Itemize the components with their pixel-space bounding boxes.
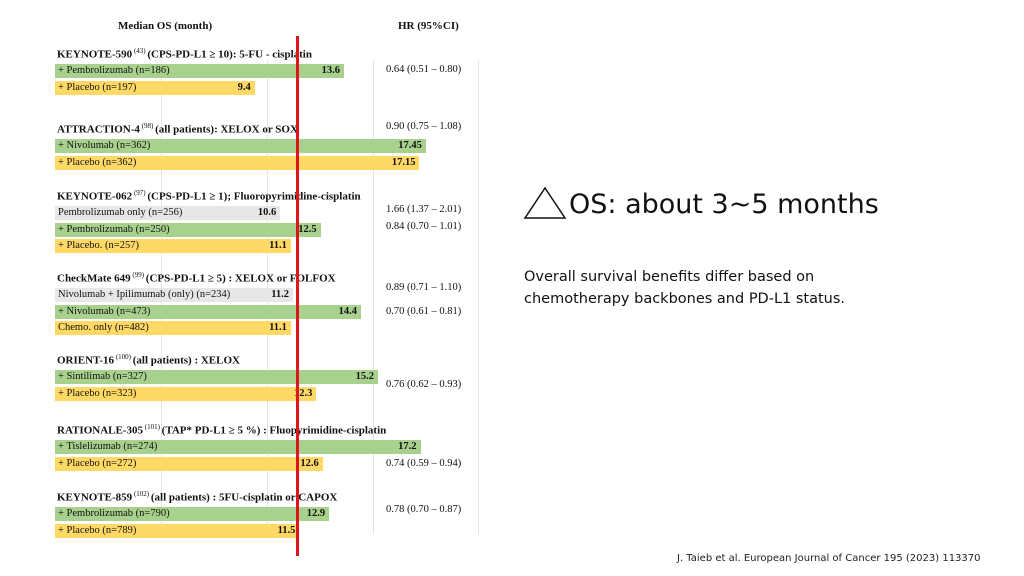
- bar-value: 12.5: [298, 223, 317, 235]
- hazard-ratio: 1.66 (1.37 – 2.01): [386, 204, 462, 215]
- trial-name: ORIENT-16: [57, 354, 115, 367]
- bar-label: + Placebo (n=789): [58, 524, 137, 536]
- hazard-ratio: 0.64 (0.51 – 0.80): [386, 64, 462, 75]
- bar-value: 17.45: [398, 140, 422, 151]
- bar-label: Nivolumab + Ipilimumab (only) (n=234): [58, 289, 231, 300]
- bar-value: 12.6: [300, 457, 319, 469]
- bar-label: + Pembrolizumab (n=790): [58, 508, 170, 519]
- trial-reference: (99): [130, 271, 146, 279]
- hazard-ratio: 0.70 (0.61 – 0.81): [386, 305, 462, 317]
- bar-other: Pembrolizumab only (n=256) 10.6: [55, 206, 281, 220]
- trial-description: (all patients) : XELOX: [132, 354, 240, 367]
- bar-value: 10.6: [257, 207, 277, 218]
- bar-value: 13.6: [321, 65, 340, 76]
- trial-title: KEYNOTE-062 (97) (CPS-PD-L1 ≥ 1); Fluoro…: [57, 189, 361, 203]
- bar-experimental: + Pembrolizumab (n=250) 12.5: [55, 222, 321, 237]
- hazard-ratio: 0.76 (0.62 – 0.93): [386, 379, 462, 391]
- bar-value: 12.3: [294, 387, 313, 399]
- bar-value: 11.1: [269, 322, 287, 333]
- bar-value: 11.1: [269, 240, 287, 251]
- bar-experimental: + Nivolumab (n=362) 17.45: [55, 139, 426, 153]
- bar-label: + Placebo (n=272): [58, 457, 137, 469]
- bar-value: 11.2: [271, 289, 289, 300]
- trial-description: (CPS-PD-L1 ≥ 1); Fluoropyrimidine-cispla…: [147, 190, 361, 203]
- bar-value: 11.5: [277, 524, 296, 536]
- bar-control: + Placebo (n=362) 17.15: [55, 155, 420, 170]
- bar-value: 17.15: [391, 156, 416, 168]
- trial-reference: (101): [142, 423, 162, 431]
- triangle-delta-icon: [523, 186, 567, 219]
- trial-reference: (43): [132, 47, 148, 55]
- hazard-ratio: 0.74 (0.59 – 0.94): [386, 457, 462, 469]
- bar-control: + Placebo (n=197) 9.4: [55, 80, 255, 95]
- trial-reference: (98): [139, 122, 156, 130]
- trial-description: (TAP* PD-L1 ≥ 5 %) : Fluopyrimidine-cisp…: [161, 424, 387, 437]
- bar-value: 14.4: [338, 305, 357, 317]
- bar-experimental: + Pembrolizumab (n=186) 13.6: [55, 64, 344, 78]
- bar-label: + Sintilimab (n=327): [58, 371, 147, 382]
- trial-name: ATTRACTION-4: [57, 123, 140, 136]
- headline: OS: about 3~5 months: [523, 186, 879, 220]
- bar-control: Chemo. only (n=482) 11.1: [55, 321, 291, 335]
- trial-name: KEYNOTE-859: [57, 491, 133, 504]
- bar-label: + Placebo (n=323): [58, 387, 137, 399]
- bar-label: Chemo. only (n=482): [58, 322, 149, 333]
- bar-control: + Placebo (n=272) 12.6: [55, 456, 323, 471]
- trial-title: ORIENT-16 (100) (all patients) : XELOX: [57, 353, 240, 367]
- bar-value: 12.9: [306, 508, 326, 519]
- reference-line: [295, 36, 299, 556]
- bar-label: + Placebo. (n=257): [58, 240, 139, 251]
- trial-reference: (97): [132, 189, 148, 197]
- citation: J. Taieb et al. European Journal of Canc…: [677, 553, 981, 564]
- median-os-chart: Median OS (month) HR (95%CI) KEYNOTE-590…: [0, 0, 500, 576]
- bar-label: + Pembrolizumab (n=250): [58, 223, 170, 235]
- trial-title: ATTRACTION-4 (98) (all patients): XELOX …: [57, 122, 298, 136]
- gridline: [478, 60, 479, 534]
- bar-value: 17.2: [398, 441, 417, 452]
- trial-reference: (100): [114, 353, 133, 361]
- bar-value: 9.4: [237, 81, 251, 93]
- bar-experimental: + Sintilimab (n=327) 15.2: [55, 370, 378, 384]
- bar-experimental: + Pembrolizumab (n=790) 12.9: [55, 507, 330, 521]
- hazard-ratio: 0.90 (0.75 – 1.08): [386, 121, 462, 132]
- trial-name: RATIONALE-305: [57, 424, 143, 437]
- trial-description: (CPS-PD-L1 ≥ 5) : XELOX or FOLFOX: [145, 272, 336, 285]
- trial-description: (CPS-PD-L1 ≥ 10): 5-FU - cisplatin: [147, 48, 312, 61]
- hazard-ratio: 0.89 (0.71 – 1.10): [386, 282, 462, 293]
- trial-name: CheckMate 649: [57, 272, 131, 285]
- headline-text: OS: about 3~5 months: [569, 189, 879, 220]
- trial-description: (all patients) : 5FU-cisplatin or CAPOX: [150, 491, 338, 504]
- trial-name: KEYNOTE-062: [57, 190, 133, 203]
- bar-label: + Placebo (n=197): [58, 81, 137, 93]
- bar-other: Nivolumab + Ipilimumab (only) (n=234) 11.…: [55, 288, 293, 302]
- bar-control: + Placebo (n=323) 12.3: [55, 386, 317, 401]
- trial-title: KEYNOTE-590 (43) (CPS-PD-L1 ≥ 10): 5-FU …: [57, 47, 312, 61]
- trial-reference: (102): [132, 490, 151, 498]
- bar-experimental: + Tislelizumab (n=274) 17.2: [55, 440, 421, 454]
- bar-experimental: + Nivolumab (n=473) 14.4: [55, 304, 361, 319]
- bar-label: + Pembrolizumab (n=186): [58, 65, 170, 76]
- trial-title: RATIONALE-305 (101) (TAP* PD-L1 ≥ 5 %) :…: [57, 423, 386, 437]
- bar-value: 15.2: [355, 371, 374, 382]
- column-header-median-os: Median OS (month): [118, 20, 213, 32]
- hazard-ratio: 0.78 (0.70 – 0.87): [386, 504, 462, 515]
- trial-name: KEYNOTE-590: [57, 48, 133, 61]
- summary-text: Overall survival benefits differ based o…: [524, 269, 846, 307]
- bar-control: + Placebo. (n=257) 11.1: [55, 239, 291, 253]
- column-header-hr: HR (95%CI): [398, 20, 459, 32]
- trial-title: KEYNOTE-859 (102) (all patients) : 5FU-c…: [57, 490, 337, 504]
- gridline: [373, 60, 374, 534]
- trial-title: CheckMate 649 (99) (CPS-PD-L1 ≥ 5) : XEL…: [57, 271, 336, 285]
- bar-control: + Placebo (n=789) 11.5: [55, 523, 300, 538]
- trial-description: (all patients): XELOX or SOX: [155, 123, 298, 136]
- bar-label: + Nivolumab (n=362): [58, 140, 151, 151]
- bar-label: + Tislelizumab (n=274): [58, 441, 158, 452]
- bar-label: + Placebo (n=362): [58, 156, 137, 168]
- bar-label: Pembrolizumab only (n=256): [58, 207, 183, 218]
- hazard-ratio: 0.84 (0.70 – 1.01): [386, 220, 462, 232]
- bar-label: + Nivolumab (n=473): [58, 305, 151, 317]
